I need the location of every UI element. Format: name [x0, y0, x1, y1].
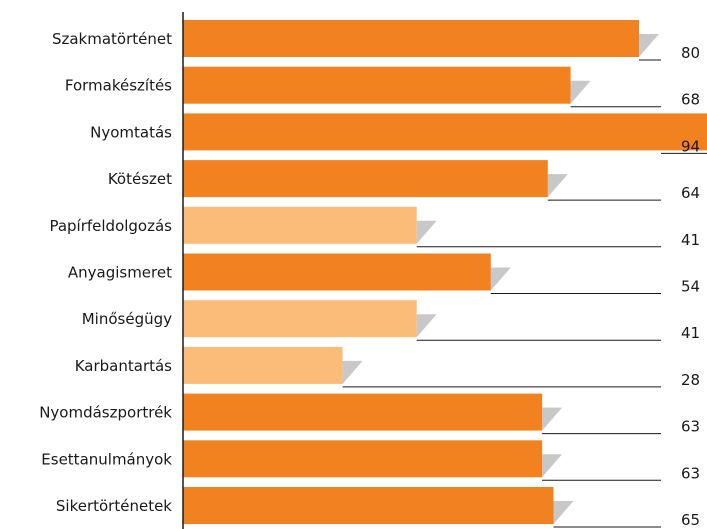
bar	[183, 300, 417, 338]
value-labels: 80 68 94 64 41 54 41 28 63 63 65	[681, 44, 700, 529]
bar-shadow	[542, 407, 563, 431]
bar	[183, 160, 548, 198]
category-label: Sikertörténetek	[56, 497, 172, 515]
value-label: 65	[681, 511, 700, 529]
bar-shadow	[547, 174, 568, 198]
bar	[183, 440, 543, 478]
category-labels: Szakmatörténet Formakészítés Nyomtatás Köté…	[39, 30, 172, 515]
bar-shadows	[342, 34, 659, 524]
bar	[183, 487, 554, 524]
value-label: 41	[681, 324, 700, 342]
value-label: 94	[681, 137, 700, 155]
bar	[183, 206, 417, 244]
bar-shadow	[490, 267, 511, 291]
category-label: Minőségügy	[82, 310, 172, 328]
category-label: Papírfeldolgozás	[49, 217, 172, 235]
bar	[183, 346, 343, 384]
bar-shadow	[570, 80, 591, 104]
bars	[183, 20, 707, 524]
value-label: 63	[681, 464, 700, 482]
bar-shadow	[416, 220, 437, 244]
bar-shadow	[553, 501, 574, 524]
bar	[183, 66, 571, 104]
category-label: Anyagismeret	[68, 264, 172, 282]
value-label: 54	[681, 278, 700, 296]
category-label: Nyomdászportrék	[39, 404, 172, 422]
bar	[183, 20, 639, 57]
category-label: Kötészet	[108, 170, 172, 188]
category-label: Szakmatörténet	[52, 30, 172, 48]
value-label: 80	[681, 44, 700, 62]
bar	[183, 253, 491, 291]
value-label: 28	[681, 371, 700, 389]
value-label: 64	[681, 184, 700, 202]
category-label: Esettanulmányok	[41, 450, 172, 468]
value-label: 41	[681, 231, 700, 249]
bar	[183, 393, 543, 431]
category-label: Karbantartás	[75, 357, 172, 375]
category-label: Formakészítés	[65, 77, 172, 95]
value-rules	[342, 59, 707, 528]
bar	[183, 113, 707, 151]
bar-shadow	[542, 454, 563, 478]
bar-shadow	[416, 314, 437, 338]
category-label: Nyomtatás	[90, 123, 172, 141]
bar-shadow	[639, 34, 659, 57]
value-label: 68	[681, 91, 700, 109]
value-label: 63	[681, 418, 700, 436]
bar-shadow	[342, 360, 363, 384]
